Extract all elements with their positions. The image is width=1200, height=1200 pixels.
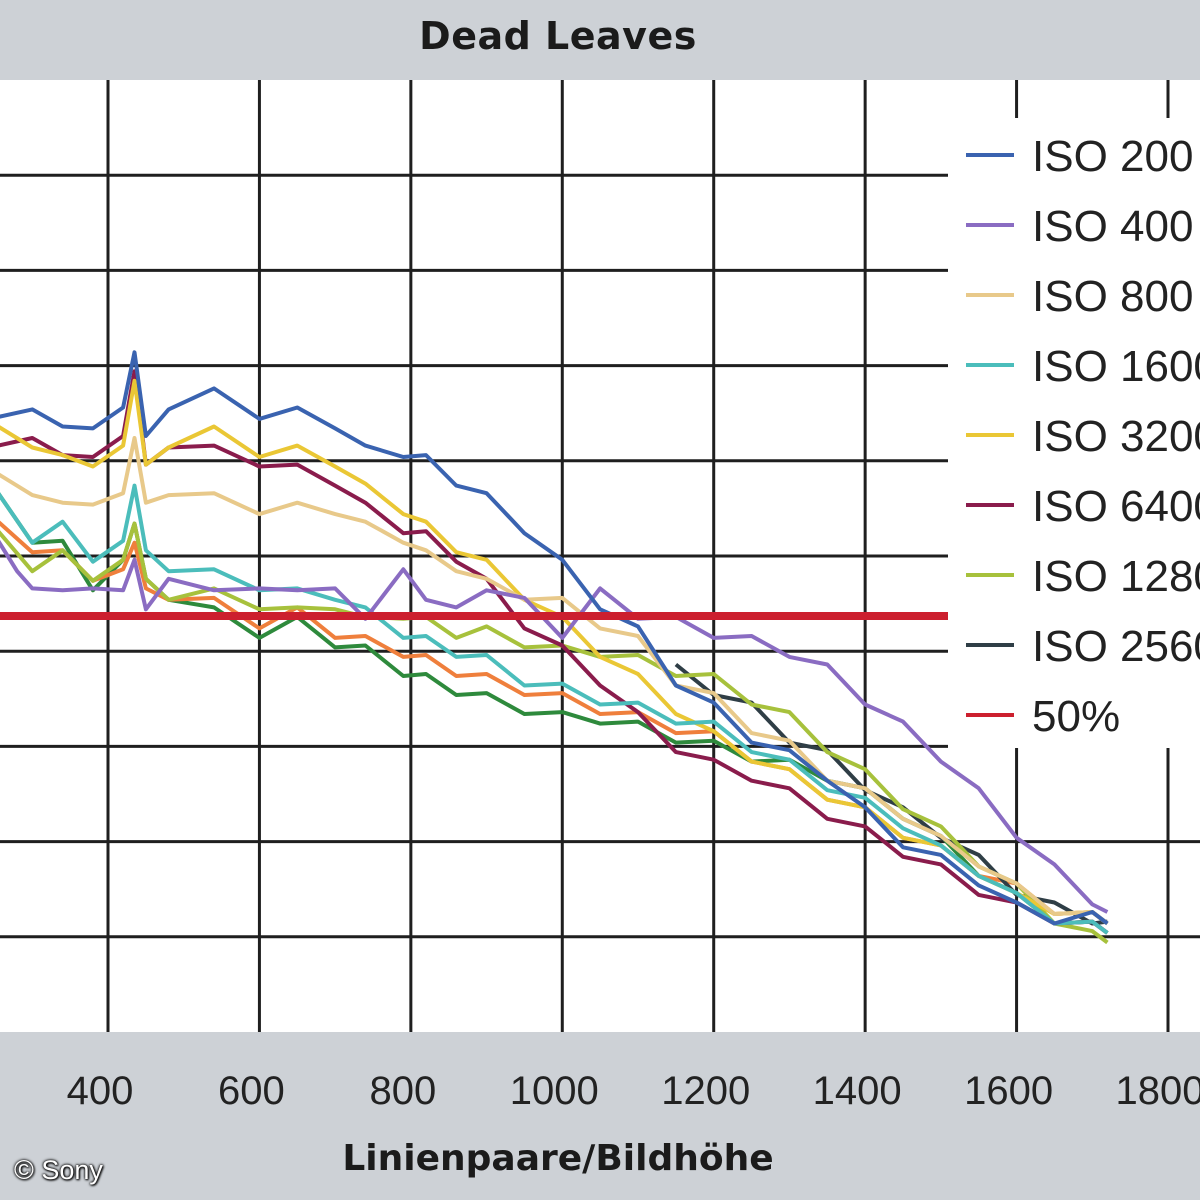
x-tick-label: 1200 (661, 1069, 750, 1113)
x-tick-label: 800 (369, 1069, 436, 1113)
legend-label: ISO 25600 (1032, 622, 1200, 671)
legend-label: ISO 1600 (1032, 342, 1200, 391)
legend-label: ISO 3200 (1032, 412, 1200, 461)
chart-title: Dead Leaves (419, 14, 697, 58)
series-line-iso-800 (0, 436, 1109, 926)
legend: ISO 200 ISO 400 ISO 800 ISO 1600 ISO 3200 ISO… (948, 118, 1200, 748)
legend-label: ISO 6400 (1032, 482, 1200, 531)
legend-label: ISO 200 (1032, 132, 1193, 181)
x-tick-label: 1600 (964, 1069, 1053, 1113)
x-tick-label: 1000 (510, 1069, 599, 1113)
series-line-iso-3200 (0, 378, 1109, 926)
x-axis-label: Linienpaare/Bildhöhe (342, 1138, 774, 1179)
legend-label: ISO 800 (1032, 272, 1193, 321)
copyright-notice: © Sony (14, 1155, 103, 1185)
series-line-iso-200 (0, 350, 1109, 926)
x-tick-label: 400 (67, 1069, 134, 1113)
x-tick-label: 600 (218, 1069, 285, 1113)
x-tick-label: 1800 (1116, 1069, 1200, 1113)
legend-label: 50% (1032, 692, 1120, 741)
series-line-iso-400 (0, 539, 1109, 914)
legend-label: ISO 12800 (1032, 552, 1200, 601)
x-axis-ticks: 400 600 800 1000 1200 1400 1600 1800 (67, 1069, 1200, 1113)
series-line-iso-12800 (0, 521, 1109, 945)
legend-label: ISO 400 (1032, 202, 1193, 251)
series-line-iso-1600 (0, 483, 1109, 935)
x-tick-label: 1400 (813, 1069, 902, 1113)
series-lines (0, 350, 1109, 945)
